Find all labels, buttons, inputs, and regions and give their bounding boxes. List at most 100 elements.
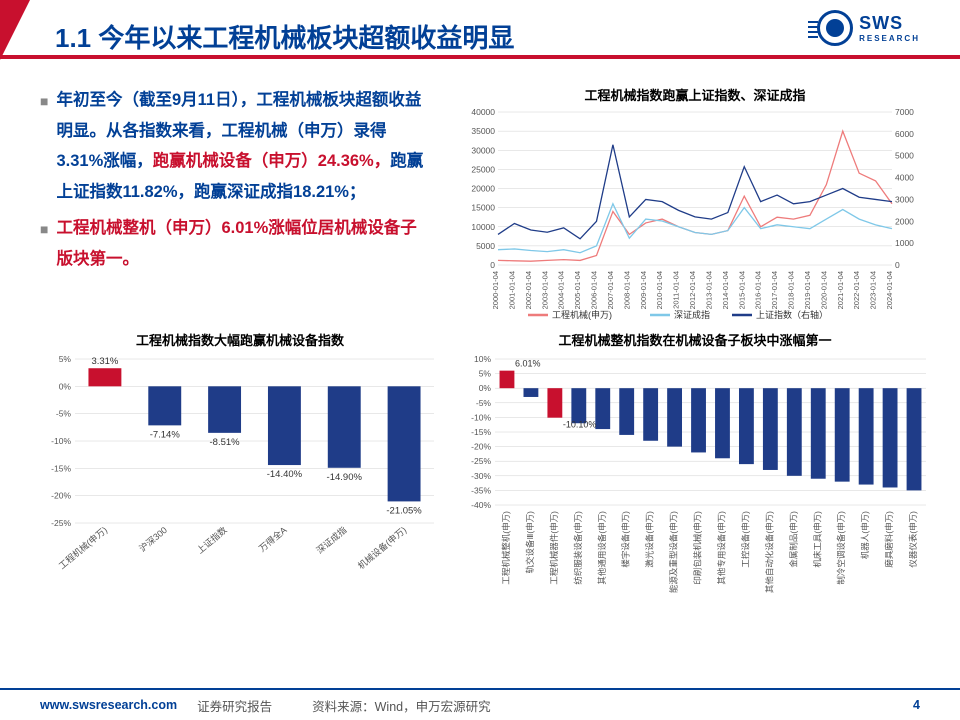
svg-text:其他自动化设备(申万): 其他自动化设备(申万) <box>764 511 774 593</box>
svg-text:2001-01-04: 2001-01-04 <box>507 271 516 309</box>
svg-text:2013-01-04: 2013-01-04 <box>704 271 713 309</box>
svg-text:机器人(申万): 机器人(申万) <box>860 511 870 559</box>
svg-text:20000: 20000 <box>471 184 495 194</box>
svg-text:2009-01-04: 2009-01-04 <box>639 271 648 309</box>
footer: www.swsresearch.com 证券研究报告 资料来源：Wind，申万宏… <box>0 688 960 720</box>
svg-text:2010-01-04: 2010-01-04 <box>655 271 664 309</box>
svg-text:工控设备(申万): 工控设备(申万) <box>740 511 750 568</box>
footer-url: www.swsresearch.com <box>40 698 177 712</box>
svg-text:制冷空调设备(申万): 制冷空调设备(申万) <box>836 511 846 585</box>
page-number: 4 <box>913 698 920 712</box>
svg-text:-25%: -25% <box>471 456 491 466</box>
svg-text:0%: 0% <box>59 381 72 391</box>
svg-text:万得全A: 万得全A <box>256 524 288 554</box>
svg-text:40000: 40000 <box>471 108 495 117</box>
svg-text:10%: 10% <box>474 354 491 364</box>
svg-text:7000: 7000 <box>895 108 914 117</box>
svg-text:2007-01-04: 2007-01-04 <box>606 271 615 309</box>
svg-text:2018-01-04: 2018-01-04 <box>787 271 796 309</box>
svg-text:-15%: -15% <box>51 463 71 473</box>
bar-chart-1: 工程机械指数大幅跑赢机械设备指数 -25%-20%-15%-10%-5%0%5%… <box>40 330 440 670</box>
svg-text:4000: 4000 <box>895 173 914 183</box>
svg-text:0: 0 <box>895 260 900 270</box>
svg-text:-15%: -15% <box>471 427 491 437</box>
svg-text:-20%: -20% <box>471 442 491 452</box>
svg-text:机械设备(申万): 机械设备(申万) <box>355 524 408 571</box>
svg-text:30000: 30000 <box>471 145 495 155</box>
svg-text:-14.90%: -14.90% <box>327 472 363 483</box>
svg-text:磨具磨料(申万): 磨具磨料(申万) <box>884 511 894 568</box>
svg-text:-35%: -35% <box>471 485 491 495</box>
svg-text:深证成指: 深证成指 <box>674 309 710 320</box>
svg-text:能源及重型设备(申万): 能源及重型设备(申万) <box>669 511 679 593</box>
logo-text: SWSRESEARCH <box>859 13 920 43</box>
svg-text:工程机械(申万): 工程机械(申万) <box>552 309 612 320</box>
svg-text:纺织服装设备(申万): 纺织服装设备(申万) <box>573 511 583 585</box>
svg-text:-25%: -25% <box>51 518 71 528</box>
svg-text:上证指数: 上证指数 <box>194 524 229 556</box>
svg-text:工程机械整机(申万): 工程机械整机(申万) <box>501 511 511 585</box>
svg-text:2003-01-04: 2003-01-04 <box>540 271 549 309</box>
svg-text:2004-01-04: 2004-01-04 <box>557 271 566 309</box>
svg-text:-10%: -10% <box>471 412 491 422</box>
svg-text:5000: 5000 <box>476 241 495 251</box>
svg-text:2015-01-04: 2015-01-04 <box>737 271 746 309</box>
svg-text:2022-01-04: 2022-01-04 <box>852 271 861 309</box>
svg-text:2002-01-04: 2002-01-04 <box>524 271 533 309</box>
header-triangle <box>0 0 30 60</box>
svg-text:15000: 15000 <box>471 203 495 213</box>
svg-text:工程机械(申万): 工程机械(申万) <box>56 524 109 571</box>
bullet-text: ■ 年初至今（截至9月11日），工程机械板块超额收益明显。从各指数来看，工程机械… <box>40 85 440 320</box>
svg-text:2023-01-04: 2023-01-04 <box>869 271 878 309</box>
svg-text:-7.14%: -7.14% <box>150 429 181 440</box>
svg-text:10000: 10000 <box>471 222 495 232</box>
svg-text:0%: 0% <box>479 383 492 393</box>
svg-text:2005-01-04: 2005-01-04 <box>573 271 582 309</box>
logo-icon <box>817 10 853 46</box>
svg-text:5000: 5000 <box>895 151 914 161</box>
svg-text:-5%: -5% <box>56 409 72 419</box>
bar-chart-2: 工程机械整机指数在机械设备子板块中涨幅第一 -40%-35%-30%-25%-2… <box>460 330 930 670</box>
svg-text:3.31%: 3.31% <box>91 356 118 367</box>
svg-text:沪深300: 沪深300 <box>137 524 169 554</box>
svg-text:深证成指: 深证成指 <box>314 524 349 556</box>
svg-text:仪器仪表(申万): 仪器仪表(申万) <box>908 511 918 568</box>
svg-text:金属制品(申万): 金属制品(申万) <box>788 511 798 568</box>
svg-text:2000-01-04: 2000-01-04 <box>491 271 500 309</box>
svg-text:-10%: -10% <box>51 436 71 446</box>
svg-text:2000: 2000 <box>895 216 914 226</box>
svg-text:其他专用设备(申万): 其他专用设备(申万) <box>716 511 726 585</box>
svg-text:5%: 5% <box>59 354 72 364</box>
svg-text:35000: 35000 <box>471 126 495 136</box>
header-rule <box>0 55 960 59</box>
svg-text:2006-01-04: 2006-01-04 <box>590 271 599 309</box>
svg-text:2014-01-04: 2014-01-04 <box>721 271 730 309</box>
svg-text:激光设备(申万): 激光设备(申万) <box>645 511 655 568</box>
svg-text:2024-01-04: 2024-01-04 <box>885 271 894 309</box>
svg-text:3000: 3000 <box>895 194 914 204</box>
svg-text:2020-01-04: 2020-01-04 <box>819 271 828 309</box>
footer-label-2: 资料来源：Wind，申万宏源研究 <box>312 696 490 715</box>
svg-text:-10.10%: -10.10% <box>563 420 597 430</box>
svg-text:其他通用设备(申万): 其他通用设备(申万) <box>597 511 607 585</box>
page-title: 1.1 今年以来工程机械板块超额收益明显 <box>55 18 514 55</box>
svg-text:6.01%: 6.01% <box>515 359 541 369</box>
svg-text:0: 0 <box>490 260 495 270</box>
svg-text:2012-01-04: 2012-01-04 <box>688 271 697 309</box>
svg-text:-30%: -30% <box>471 471 491 481</box>
svg-text:5%: 5% <box>479 369 492 379</box>
svg-text:上证指数（右轴）: 上证指数（右轴） <box>756 309 828 320</box>
svg-text:-14.40%: -14.40% <box>267 469 303 480</box>
svg-text:轨交设备Ⅲ(申万): 轨交设备Ⅲ(申万) <box>525 511 535 574</box>
svg-text:2011-01-04: 2011-01-04 <box>672 271 681 309</box>
svg-text:-5%: -5% <box>476 398 492 408</box>
svg-text:-21.05%: -21.05% <box>386 505 422 516</box>
svg-text:2019-01-04: 2019-01-04 <box>803 271 812 309</box>
svg-text:-20%: -20% <box>51 491 71 501</box>
footer-label-1: 证券研究报告 <box>197 696 272 715</box>
svg-text:2017-01-04: 2017-01-04 <box>770 271 779 309</box>
svg-text:工程机械器件(申万): 工程机械器件(申万) <box>549 511 559 585</box>
svg-text:25000: 25000 <box>471 164 495 174</box>
svg-text:2008-01-04: 2008-01-04 <box>622 271 631 309</box>
svg-text:-8.51%: -8.51% <box>210 437 241 448</box>
